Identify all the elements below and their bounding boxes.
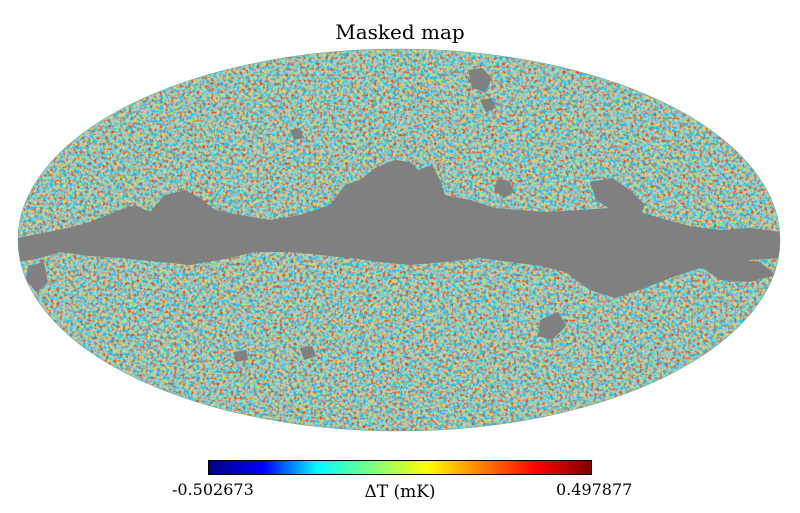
mask-patch xyxy=(590,178,645,215)
colorbar-max-label: 0.497877 xyxy=(556,480,633,499)
mask-patch xyxy=(26,262,48,292)
mask-patch xyxy=(290,128,304,140)
mask-patch xyxy=(234,350,248,362)
colorbar-quantity-label: ΔT (mK) xyxy=(364,482,436,502)
mask-patch xyxy=(700,258,776,282)
colorbar-min-label: -0.502673 xyxy=(172,480,254,499)
colorbar xyxy=(208,460,592,475)
mask-patch xyxy=(494,178,514,198)
mask-patch xyxy=(538,312,566,340)
mask-patch xyxy=(468,68,492,92)
galactic-mask xyxy=(18,160,780,298)
map-title: Masked map xyxy=(335,20,465,44)
mask-patch xyxy=(480,98,496,112)
map-outline xyxy=(17,48,781,432)
mask-patch xyxy=(300,346,316,360)
